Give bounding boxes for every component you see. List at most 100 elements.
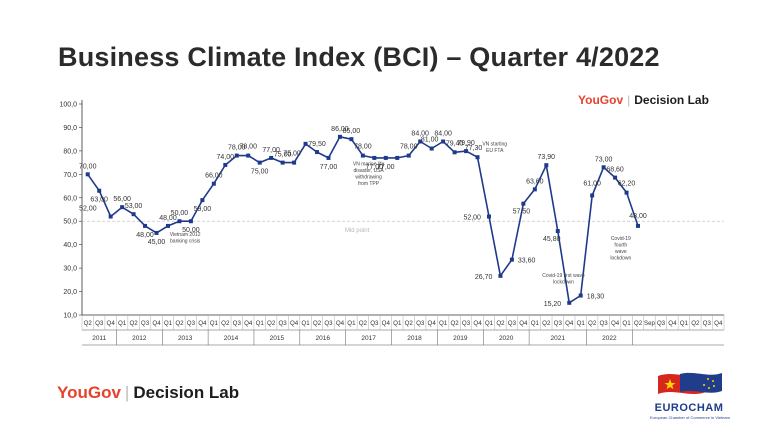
data-label: 79,40 xyxy=(446,140,464,147)
data-point xyxy=(349,137,354,142)
data-label: 52,00 xyxy=(79,206,97,213)
data-point xyxy=(211,181,216,186)
quarter-label: Q3 xyxy=(508,320,517,327)
y-tick-label: 50,0 xyxy=(63,219,77,226)
quarter-label: Q1 xyxy=(577,320,586,327)
annotation-vn-marine: VN marine life xyxy=(353,162,385,168)
quarter-label: Q2 xyxy=(542,320,551,327)
quarter-label: Q4 xyxy=(565,320,574,327)
quarter-label: Q1 xyxy=(347,320,356,327)
data-point xyxy=(108,214,113,219)
quarter-label: Q3 xyxy=(370,320,379,327)
quarter-label: Q3 xyxy=(599,320,608,327)
y-tick-label: 90,0 xyxy=(63,125,77,132)
data-point xyxy=(406,153,411,158)
quarter-label: Q4 xyxy=(714,320,723,327)
data-point xyxy=(360,153,365,158)
data-point xyxy=(429,146,434,151)
data-point xyxy=(177,219,182,224)
data-label: 77,30 xyxy=(465,145,483,152)
data-label: 84,00 xyxy=(434,131,452,138)
data-point xyxy=(624,190,629,195)
data-point xyxy=(280,160,285,165)
data-label: 85,00 xyxy=(343,128,361,135)
data-point xyxy=(303,141,308,146)
quarter-label: Q3 xyxy=(233,320,242,327)
data-label: 78,00 xyxy=(228,145,246,152)
data-label: 77,00 xyxy=(262,147,280,154)
year-label: 2015 xyxy=(270,335,285,342)
chart-svg: 10,0 20,0 30,0 40,0 50,0 60,0 70,0 80,0 90,0 100,… xyxy=(59,100,725,346)
data-label: 59,00 xyxy=(194,206,212,213)
data-label: 56,00 xyxy=(113,196,131,203)
annotation-vn-marine: disaster, USA xyxy=(353,168,384,174)
annotation-vietnam-2012: banking crisis xyxy=(170,239,201,245)
quarter-label: Q2 xyxy=(450,320,459,327)
y-tick-label: 60,0 xyxy=(63,195,77,202)
data-point xyxy=(636,223,641,228)
quarter-label: Q1 xyxy=(301,320,310,327)
quarter-label: Q4 xyxy=(198,320,207,327)
quarter-label: Q1 xyxy=(256,320,265,327)
annotation-vn-marine: withdrawing xyxy=(355,175,382,181)
data-point xyxy=(200,198,205,203)
data-point xyxy=(120,205,125,210)
data-label: 62,20 xyxy=(618,181,636,188)
quarter-label: Q2 xyxy=(405,320,414,327)
quarter-label: Q2 xyxy=(221,320,230,327)
data-label: 77,00 xyxy=(320,164,338,171)
quarter-label: Q1 xyxy=(680,320,689,327)
data-label: 57,50 xyxy=(513,209,531,216)
data-point xyxy=(601,165,606,170)
quarter-label: Q4 xyxy=(107,320,116,327)
mid-point-label: Mid point xyxy=(345,228,370,234)
data-point xyxy=(578,293,583,298)
data-point xyxy=(383,155,388,160)
eurocham-wordmark: EUROCHAM xyxy=(654,402,724,414)
quarter-label: Q1 xyxy=(164,320,173,327)
year-label: 2011 xyxy=(92,335,106,342)
quarter-label: Q4 xyxy=(473,320,482,327)
data-label: 18,30 xyxy=(587,294,605,301)
quarter-label: Q4 xyxy=(152,320,161,327)
data-label: 78,00 xyxy=(354,144,372,151)
data-point xyxy=(475,155,480,160)
quarter-label: Q4 xyxy=(668,320,677,327)
quarter-label: Q3 xyxy=(554,320,563,327)
data-label: 48,00 xyxy=(159,215,177,222)
data-point xyxy=(234,153,239,158)
decisionlab-wordmark: Decision Lab xyxy=(634,93,709,107)
quarter-label: Q2 xyxy=(588,320,597,327)
year-label: 2020 xyxy=(499,335,514,342)
annotation-vietnam-2012: Vietnam 2012 xyxy=(170,232,201,238)
quarter-label: Q3 xyxy=(703,320,712,327)
data-point xyxy=(257,160,262,165)
annotation-covid-fourth-wave: wave xyxy=(615,249,627,255)
data-label: 73,00 xyxy=(595,156,613,163)
page-title: Business Climate Index (BCI) – Quarter 4… xyxy=(58,42,660,72)
data-label: 78,00 xyxy=(400,144,418,151)
data-point xyxy=(85,172,90,177)
data-point xyxy=(223,162,228,167)
eurocham-logo: EUROCHAM European Chamber of Commerce in… xyxy=(650,370,730,425)
y-tick-label: 20,0 xyxy=(63,289,77,296)
quarter-label: Q4 xyxy=(382,320,391,327)
annotation-vn-trade: EU FTA xyxy=(486,148,504,154)
quarter-label: Q3 xyxy=(324,320,333,327)
quarter-label: Q1 xyxy=(439,320,448,327)
quarter-label: Q4 xyxy=(336,320,345,327)
year-label: 2016 xyxy=(316,335,331,342)
annotation-covid-first-wave: Covid-19 first wave xyxy=(542,273,585,279)
y-tick-label: 100,0 xyxy=(59,102,77,109)
quarter-label: Q4 xyxy=(290,320,299,327)
annotation-vn-trade: VN starting xyxy=(482,142,507,148)
data-label: 15,20 xyxy=(544,301,562,308)
data-label: 63,60 xyxy=(526,178,544,185)
data-label: 53,00 xyxy=(125,203,143,210)
data-label: 50,00 xyxy=(182,227,200,234)
data-point xyxy=(326,155,331,160)
bci-line-chart: 10,0 20,0 30,0 40,0 50,0 60,0 70,0 80,0 90,0 100,… xyxy=(44,88,729,351)
data-point xyxy=(292,160,297,165)
data-point xyxy=(337,134,342,139)
brand-separator: | xyxy=(124,383,130,402)
